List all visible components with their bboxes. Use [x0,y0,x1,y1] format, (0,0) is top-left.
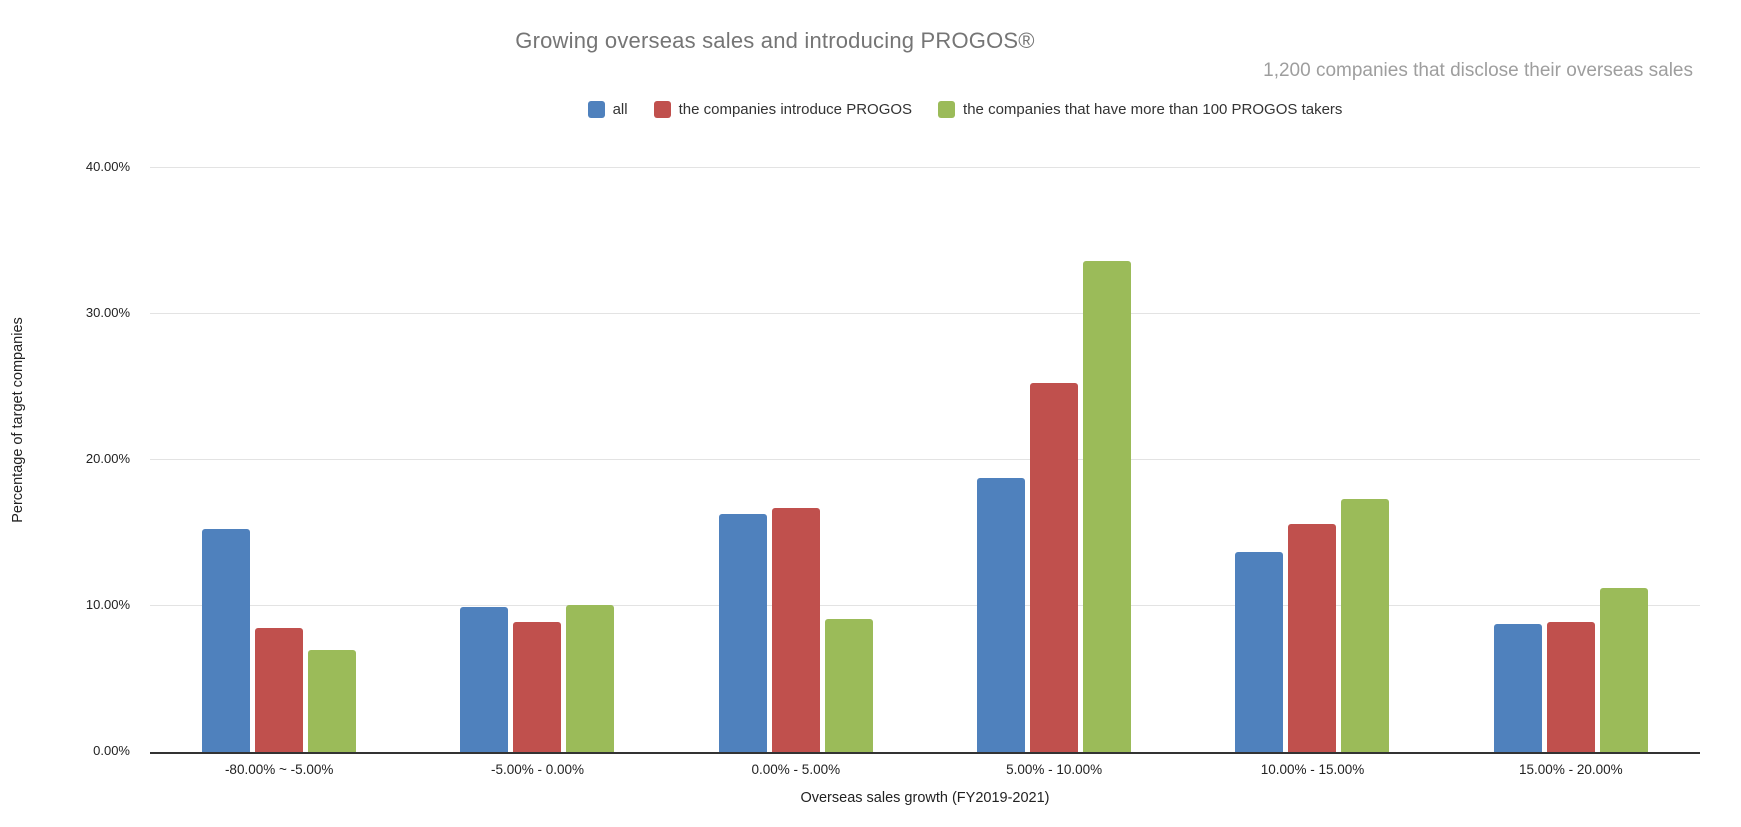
bar-series2-cat2[interactable] [824,619,873,752]
gridline-30 [150,313,1700,314]
bar-series1-cat1[interactable] [513,622,562,752]
legend-item-0[interactable]: all [587,101,628,118]
bar-series2-cat0[interactable] [308,649,357,752]
bar-group-3 [925,145,1183,752]
bar-series0-cat2[interactable] [718,514,767,752]
gridline-20 [150,459,1700,460]
x-tick-label: 0.00% - 5.00% [751,762,841,777]
y-tick-label: 40.00% [85,159,130,174]
legend: all the companies introduce PROGOS the com… [190,101,1740,118]
x-tick-label: 15.00% - 20.00% [1519,762,1623,777]
chart-subtitle: 1,200 companies that disclose their over… [1263,60,1693,81]
x-tick-label: 10.00% - 15.00% [1260,762,1365,777]
y-tick-label: 20.00% [85,451,130,466]
chart-title: Growing overseas sales and introducing P… [515,28,1035,53]
y-tick-label: 30.00% [85,305,130,320]
legend-item-2[interactable]: the companies that have more than 100 PR… [938,101,1342,118]
y-tick-label: 0.00% [93,743,130,758]
x-tick-label: -5.00% - 0.00% [490,762,585,777]
legend-swatch-icon [653,101,671,118]
bar-series2-cat5[interactable] [1599,588,1648,752]
legend-swatch-icon [938,101,956,118]
bar-group-0 [150,145,408,752]
plot-area [150,145,1700,754]
bar-group-2 [667,145,925,752]
legend-swatch-icon [587,101,605,118]
bar-series2-cat1[interactable] [566,604,615,752]
bar-series0-cat4[interactable] [1235,551,1284,752]
bar-series2-cat4[interactable] [1341,499,1390,752]
bar-series0-cat3[interactable] [977,477,1026,752]
x-tick-label: -80.00% ~ -5.00% [224,762,334,777]
gridline-10 [150,605,1700,606]
y-tick-label: 10.00% [85,597,130,612]
bar-series0-cat5[interactable] [1493,623,1542,752]
bar-series0-cat1[interactable] [460,607,509,752]
bar-series1-cat4[interactable] [1288,524,1337,752]
legend-label: the companies introduce PROGOS [678,101,913,118]
bar-series1-cat0[interactable] [255,627,304,752]
bar-series1-cat2[interactable] [771,508,820,752]
legend-label: the companies that have more than 100 PR… [963,101,1343,118]
bar-series1-cat5[interactable] [1546,622,1595,752]
gridline-40 [150,167,1700,168]
bar-series1-cat3[interactable] [1030,382,1079,752]
legend-label: all [612,101,628,118]
bar-series0-cat0[interactable] [202,528,251,752]
legend-item-1[interactable]: the companies introduce PROGOS [653,101,913,118]
y-axis-title: Percentage of target companies [10,317,26,523]
bar-group-5 [1442,145,1700,752]
bar-group-4 [1183,145,1441,752]
x-axis-title: Overseas sales growth (FY2019-2021) [800,790,1050,806]
bar-group-1 [408,145,666,752]
bar-series2-cat3[interactable] [1083,261,1132,752]
x-tick-label: 5.00% - 10.00% [1006,762,1103,777]
